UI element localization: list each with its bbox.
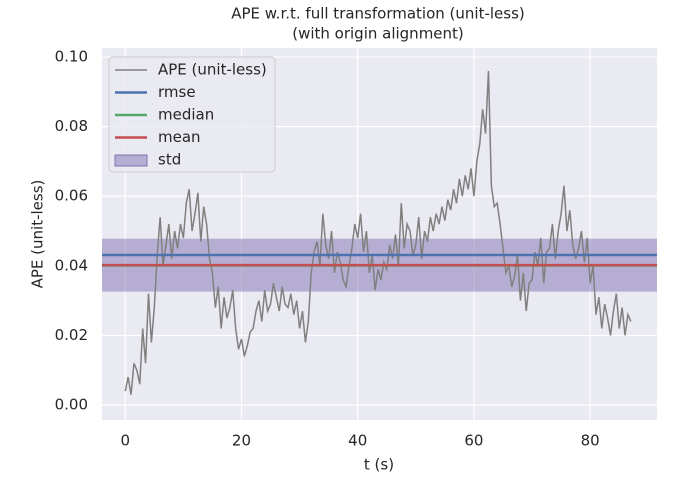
y-tick-label: 0.02 [55, 326, 88, 344]
legend-box [108, 56, 276, 173]
x-tick-label: 20 [232, 432, 251, 450]
x-axis-label: t (s) [364, 456, 394, 474]
x-tick-label: 80 [581, 432, 600, 450]
legend-label: rmse [158, 83, 196, 101]
y-tick-label: 0.10 [55, 48, 88, 66]
legend-label: median [158, 106, 214, 124]
x-tick-label: 40 [348, 432, 367, 450]
y-tick-label: 0.06 [55, 187, 88, 205]
legend-label: mean [158, 128, 201, 146]
legend-label: APE (unit-less) [158, 61, 267, 79]
y-axis-label: APE (unit-less) [29, 180, 47, 289]
ape-line [124, 70, 632, 395]
y-tick-label: 0.00 [55, 396, 88, 414]
legend-swatch [114, 154, 148, 167]
chart-subtitle: (with origin alignment) [292, 25, 464, 43]
x-tick-label: 0 [120, 432, 130, 450]
legend: APE (unit-less) rmse median mean std [108, 56, 276, 173]
x-tick-label: 60 [464, 432, 483, 450]
y-tick-label: 0.04 [55, 256, 88, 274]
y-tick-label: 0.08 [55, 117, 88, 135]
legend-label: std [158, 151, 181, 169]
chart-title: APE w.r.t. full transformation (unit-les… [231, 5, 525, 23]
